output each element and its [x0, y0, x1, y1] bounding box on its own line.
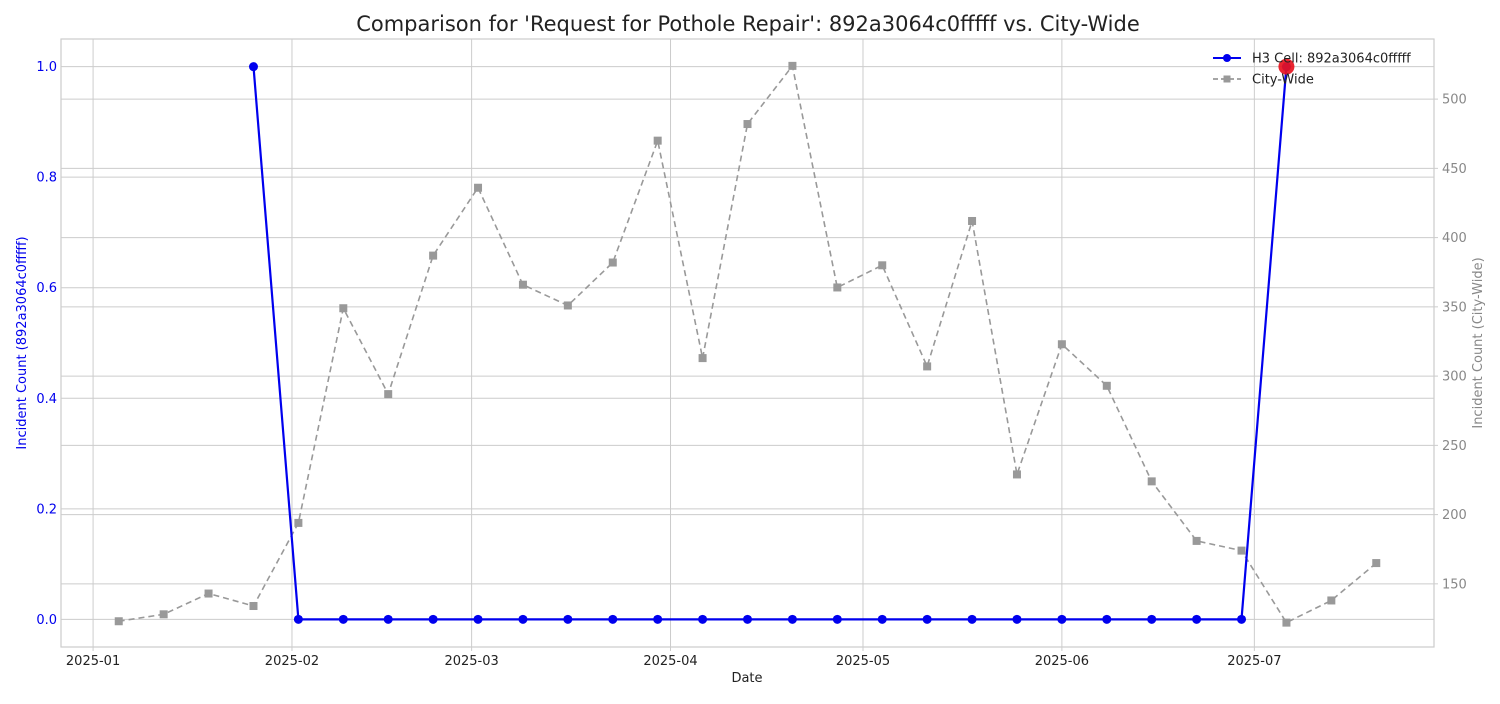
- data-point-city-wide-2025-05-25: [1012, 470, 1021, 479]
- data-point-h3-cell-892a3064c0fffff-2025-02-16: [383, 614, 393, 624]
- data-point-city-wide-2025-05-04: [878, 261, 887, 270]
- data-point-city-wide-2025-03-09: [518, 280, 527, 289]
- data-point-h3-cell-892a3064c0fffff-2025-06-22: [1192, 614, 1202, 624]
- data-point-h3-cell-892a3064c0fffff-2025-06-01: [1057, 614, 1067, 624]
- data-point-h3-cell-892a3064c0fffff-2025-03-02: [473, 614, 483, 624]
- y-right-tick-label-250: 250: [1442, 439, 1467, 454]
- x-tick-labels: 2025-01 2025-02 2025-03 2025-04 2025-05 2025-…: [66, 647, 1282, 669]
- y-right-tick-label-400: 400: [1442, 231, 1467, 246]
- y-right-tick-label-200: 200: [1442, 508, 1467, 523]
- series-line-city-wide: [118, 64, 1377, 624]
- data-point-h3-cell-892a3064c0fffff-2025-02-09: [338, 614, 348, 624]
- x-tick-label-2025-03: 2025-03: [444, 654, 498, 669]
- y-left-tick-label-0-2: 0.2: [36, 502, 57, 517]
- y-right-tick-label-300: 300: [1442, 370, 1467, 385]
- data-point-city-wide-2025-02-02: [294, 518, 303, 527]
- legend: H3 Cell: 892a3064c0fffff City-Wide: [1213, 52, 1411, 88]
- plot-frame: [60, 38, 1435, 648]
- data-point-h3-cell-892a3064c0fffff-2025-04-13: [743, 614, 752, 624]
- data-point-city-wide-2025-05-18: [968, 216, 977, 225]
- y-left-tick-label-1-0: 1.0: [36, 60, 57, 75]
- data-point-city-wide-2025-06-15: [1147, 477, 1156, 486]
- legend-label-h3-cell: H3 Cell: 892a3064c0fffff: [1252, 52, 1411, 67]
- data-point-h3-cell-892a3064c0fffff-2025-01-26: [248, 62, 258, 72]
- data-point-h3-cell-892a3064c0fffff-2025-05-04: [877, 614, 887, 624]
- data-point-h3-cell-892a3064c0fffff-2025-03-30: [653, 614, 663, 624]
- x-tick-label-2025-07: 2025-07: [1227, 654, 1281, 669]
- series-layer: [114, 61, 1381, 627]
- x-tick-label-2025-01: 2025-01: [66, 654, 120, 669]
- series-city-wide: [114, 61, 1381, 627]
- y-left-tick-labels: 0.0 0.2 0.4 0.6 0.8 1.0: [36, 60, 57, 628]
- data-point-city-wide-2025-04-27: [833, 283, 842, 292]
- y-right-tick-label-500: 500: [1442, 93, 1467, 108]
- y-left-tick-label-0-4: 0.4: [36, 392, 57, 407]
- chart-title: Comparison for 'Request for Pothole Repa…: [356, 12, 1140, 36]
- y-left-tick-label-0-6: 0.6: [36, 281, 57, 296]
- data-point-city-wide-2025-01-05: [114, 617, 123, 626]
- data-point-city-wide-2025-03-30: [653, 136, 662, 145]
- data-point-h3-cell-892a3064c0fffff-2025-06-08: [1102, 614, 1112, 624]
- data-point-city-wide-2025-02-16: [384, 390, 393, 399]
- highlight-layer: [1278, 58, 1295, 75]
- data-point-h3-cell-892a3064c0fffff-2025-05-11: [922, 614, 932, 624]
- data-point-city-wide-2025-01-12: [159, 610, 168, 619]
- data-point-city-wide-2025-06-22: [1192, 536, 1201, 545]
- data-point-h3-cell-892a3064c0fffff-2025-02-23: [428, 614, 438, 624]
- data-point-h3-cell-892a3064c0fffff-2025-05-25: [1012, 614, 1022, 624]
- data-point-city-wide-2025-05-11: [923, 362, 932, 371]
- y-left-axis-label: Incident Count (892a3064c0fffff): [15, 236, 30, 449]
- data-point-city-wide-2025-03-16: [563, 301, 572, 310]
- legend-entry-city-wide: City-Wide: [1213, 73, 1314, 88]
- x-tick-label-2025-05: 2025-05: [836, 654, 890, 669]
- data-point-city-wide-2025-04-06: [698, 354, 707, 363]
- data-point-city-wide-2025-03-02: [474, 183, 483, 192]
- y-left-tick-label-0-8: 0.8: [36, 171, 57, 186]
- data-point-h3-cell-892a3064c0fffff-2025-04-27: [832, 614, 842, 624]
- legend-entry-h3-cell: H3 Cell: 892a3064c0fffff: [1213, 52, 1411, 67]
- x-axis-label: Date: [731, 671, 762, 686]
- data-point-h3-cell-892a3064c0fffff-2025-06-29: [1237, 614, 1247, 624]
- y-right-tick-label-450: 450: [1442, 162, 1467, 177]
- data-point-h3-cell-892a3064c0fffff-2025-03-09: [518, 614, 528, 624]
- data-point-city-wide-2025-06-08: [1102, 381, 1111, 390]
- data-point-city-wide-2025-03-23: [608, 258, 617, 267]
- grid-layer: [61, 39, 1434, 647]
- data-point-h3-cell-892a3064c0fffff-2025-05-18: [967, 614, 977, 624]
- y-left-tick-label-0-0: 0.0: [36, 613, 57, 628]
- data-point-h3-cell-892a3064c0fffff-2025-03-23: [608, 614, 618, 624]
- data-point-h3-cell-892a3064c0fffff-2025-06-15: [1147, 614, 1157, 624]
- legend-label-city-wide: City-Wide: [1252, 73, 1314, 88]
- series-h3-cell-892a3064c0fffff: [248, 62, 1291, 624]
- y-right-tick-label-350: 350: [1442, 300, 1467, 315]
- data-point-city-wide-2025-07-13: [1327, 596, 1336, 605]
- legend-marker-city-wide: [1223, 75, 1231, 83]
- y-right-tick-label-150: 150: [1442, 577, 1467, 592]
- x-tick-label-2025-04: 2025-04: [643, 654, 697, 669]
- legend-marker-h3-cell: [1223, 54, 1231, 62]
- data-point-city-wide-2025-01-19: [204, 589, 213, 598]
- data-point-city-wide-2025-06-01: [1057, 340, 1066, 349]
- x-tick-label-2025-06: 2025-06: [1035, 654, 1089, 669]
- data-point-h3-cell-892a3064c0fffff-2025-02-02: [293, 614, 303, 624]
- y-right-tick-labels: 150 200 250 300 350 400 450 500: [1434, 93, 1467, 592]
- data-point-city-wide-2025-01-26: [249, 602, 258, 611]
- data-point-city-wide-2025-04-20: [788, 61, 797, 70]
- data-point-city-wide-2025-06-29: [1237, 546, 1246, 555]
- data-point-h3-cell-892a3064c0fffff-2025-03-16: [563, 614, 573, 624]
- highlight-point-2025-07-06: [1278, 58, 1295, 75]
- data-point-city-wide-2025-07-20: [1372, 559, 1381, 568]
- data-point-h3-cell-892a3064c0fffff-2025-04-06: [698, 614, 708, 624]
- data-point-city-wide-2025-02-23: [429, 251, 438, 260]
- y-right-axis-label: Incident Count (City-Wide): [1471, 257, 1486, 428]
- data-point-city-wide-2025-07-06: [1282, 618, 1291, 627]
- series-line-h3-cell-892a3064c0fffff: [252, 66, 1288, 621]
- data-point-city-wide-2025-02-09: [339, 304, 348, 313]
- x-tick-label-2025-02: 2025-02: [265, 654, 319, 669]
- data-point-city-wide-2025-04-13: [743, 120, 752, 129]
- data-point-h3-cell-892a3064c0fffff-2025-04-20: [787, 614, 797, 624]
